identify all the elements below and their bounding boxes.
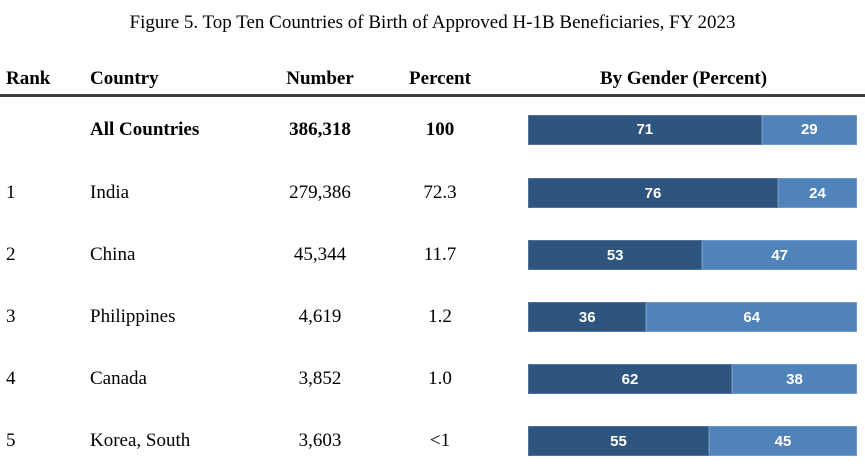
rank-cell: 2	[6, 244, 16, 265]
country-cell: India	[90, 182, 130, 203]
female-segment: 64	[646, 302, 857, 332]
table-row: All Countries 386,318 100 71 29	[0, 97, 865, 162]
female-segment: 45	[708, 426, 857, 456]
female-segment: 24	[778, 178, 857, 208]
country-cell: Korea, South	[90, 430, 191, 451]
percent-cell: 1.0	[428, 368, 452, 389]
figure-title: Figure 5. Top Ten Countries of Birth of …	[129, 12, 736, 33]
number-cell: 3,852	[298, 368, 342, 389]
number-cell: 45,344	[293, 244, 347, 265]
header-rank: Rank	[6, 68, 51, 89]
gender-bar: 36 64	[528, 302, 857, 332]
country-cell: China	[90, 244, 136, 265]
percent-cell: 11.7	[423, 244, 457, 265]
female-segment: 47	[702, 240, 857, 270]
number-cell: 3,603	[298, 430, 342, 451]
gender-bar: 53 47	[528, 240, 857, 270]
male-segment: 36	[528, 302, 647, 332]
gender-bar: 62 38	[528, 364, 857, 394]
percent-cell: 100	[425, 118, 455, 140]
gender-bar: 71 29	[528, 114, 857, 145]
country-cell: All Countries	[90, 118, 200, 140]
country-cell: Canada	[90, 368, 147, 389]
rank-cell: 5	[6, 430, 16, 451]
country-cell: Philippines	[90, 306, 176, 327]
header-country: Country	[90, 68, 159, 89]
male-segment: 76	[528, 178, 779, 208]
number-cell: 4,619	[298, 306, 342, 327]
rank-cell: 1	[6, 182, 16, 203]
rank-cell: 3	[6, 306, 16, 327]
male-segment: 53	[528, 240, 703, 270]
female-segment: 29	[761, 114, 857, 145]
rank-cell: 4	[6, 368, 16, 389]
number-cell: 279,386	[289, 182, 351, 203]
table-row: 4 Canada 3,852 1.0 62 38	[0, 348, 865, 410]
table-row: 2 China 45,344 11.7 53 47	[0, 224, 865, 286]
gender-bar: 55 45	[528, 426, 857, 456]
male-segment: 55	[528, 426, 709, 456]
table-header: Rank Country Number Percent By Gender (P…	[0, 64, 865, 97]
percent-cell: 1.2	[428, 306, 452, 327]
percent-cell: <1	[429, 430, 451, 451]
table-row: 5 Korea, South 3,603 <1 55 45	[0, 410, 865, 467]
percent-cell: 72.3	[423, 182, 457, 203]
female-segment: 38	[731, 364, 857, 394]
male-segment: 62	[528, 364, 732, 394]
table-row: 3 Philippines 4,619 1.2 36 64	[0, 286, 865, 348]
number-cell: 386,318	[289, 118, 351, 140]
header-percent: Percent	[409, 68, 471, 89]
header-number: Number	[286, 68, 354, 89]
male-segment: 71	[528, 114, 762, 145]
gender-bar: 76 24	[528, 178, 857, 208]
table-row: 1 India 279,386 72.3 76 24	[0, 162, 865, 224]
header-gender: By Gender (Percent)	[599, 68, 768, 89]
